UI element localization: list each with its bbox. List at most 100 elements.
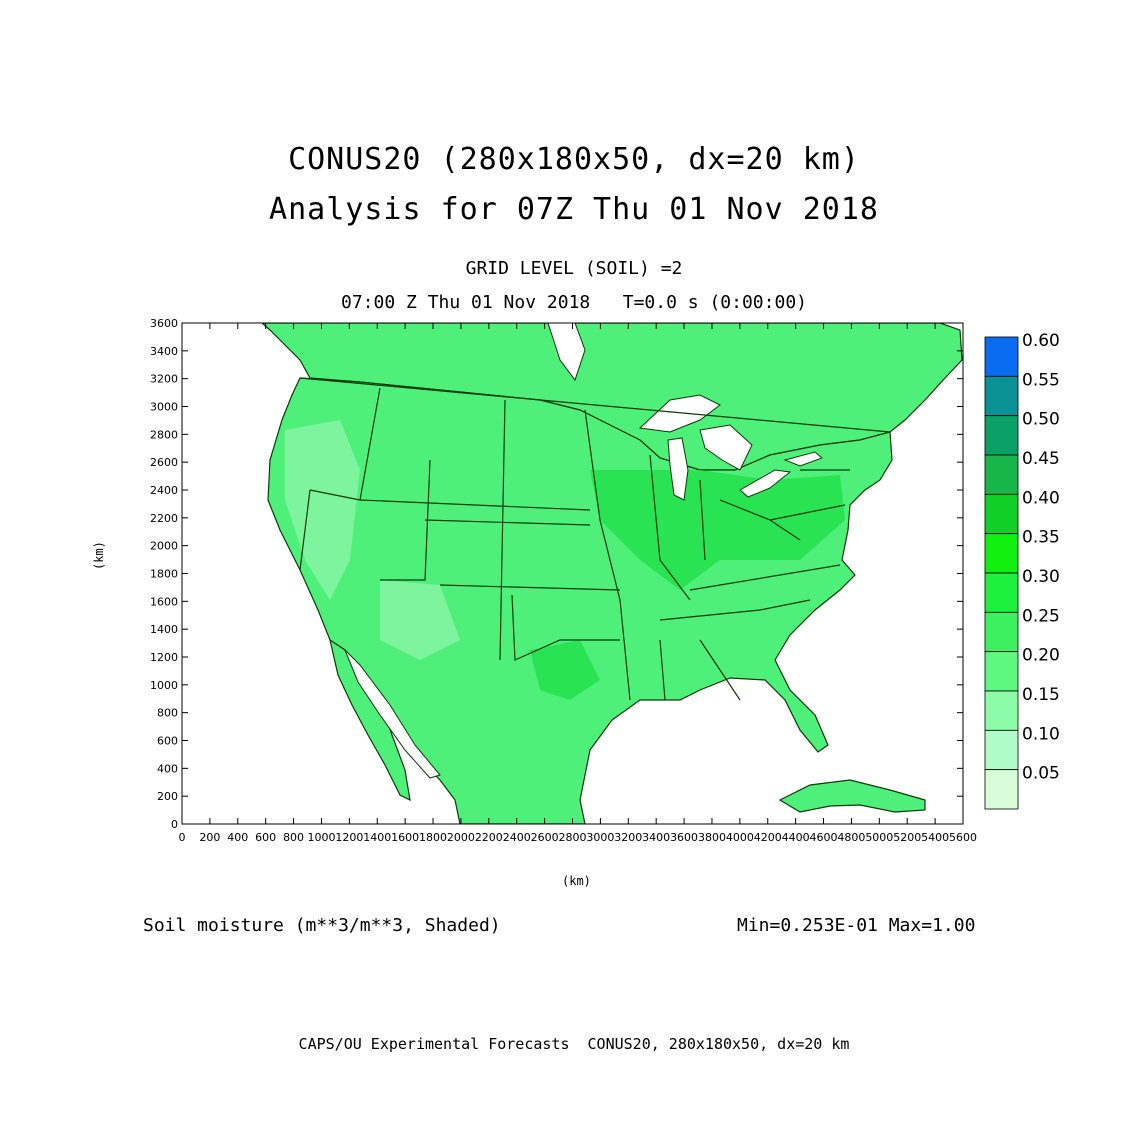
y-tick-label: 0: [171, 818, 178, 831]
footer-credit: CAPS/OU Experimental Forecasts CONUS20, …: [298, 1035, 850, 1053]
y-tick-label: 3400: [150, 345, 178, 358]
x-tick-label: 2400: [503, 831, 531, 844]
y-axis: 0 200 400 600 800 1000 1200 1400 1600 1800 2000 220…: [150, 317, 963, 831]
x-tick-label: 1200: [335, 831, 363, 844]
legend-swatch: [984, 533, 1019, 574]
state-border-line: [499, 399, 506, 661]
lake-michigan: [667, 437, 689, 501]
x-tick-label: 3600: [670, 831, 698, 844]
x-tick-label: 3200: [614, 831, 642, 844]
x-tick-label: 3400: [642, 831, 670, 844]
y-tick-label: 1000: [150, 679, 178, 692]
legend-swatch: [984, 572, 1019, 613]
lake-superior: [638, 394, 721, 433]
y-axis-label: (km): [92, 541, 106, 570]
gulf-of-california: [344, 649, 441, 779]
x-tick-label: 2800: [559, 831, 587, 844]
legend-swatch: [984, 611, 1019, 653]
map-field: [261, 323, 963, 824]
x-tick-label: 5200: [893, 831, 921, 844]
legend-level-label: 0.20: [1022, 646, 1060, 666]
y-tick-label: 1600: [150, 595, 178, 608]
legend-swatch: [984, 729, 1019, 771]
y-tick-label: 2600: [150, 456, 178, 469]
hudson-bay-edge: [547, 323, 586, 382]
state-border-line: [424, 519, 591, 526]
x-tick-label: 5000: [865, 831, 893, 844]
state-border-line: [380, 459, 431, 581]
x-axis: 0 200 400 600 800 1000 1200 1400 1600 1800 2000 220…: [179, 323, 977, 844]
legend-level-label: 0.40: [1022, 488, 1060, 508]
y-tick-label: 1200: [150, 651, 178, 664]
x-tick-label: 1800: [419, 831, 447, 844]
x-tick-label: 5600: [949, 831, 977, 844]
legend-level-label: 0.50: [1022, 410, 1060, 430]
x-tick-label: 4200: [754, 831, 782, 844]
y-tick-label: 2200: [150, 512, 178, 525]
x-tick-label: 2600: [531, 831, 559, 844]
state-border-line: [439, 584, 621, 591]
lake-huron: [699, 424, 753, 471]
legend-swatch: [984, 415, 1019, 456]
x-tick-label: 400: [227, 831, 248, 844]
cuba-island: [778, 779, 926, 813]
x-tick-label: 4600: [810, 831, 838, 844]
y-tick-label: 400: [157, 762, 178, 775]
legend-level-label: 0.55: [1022, 370, 1060, 390]
chart-title-line2: Analysis for 07Z Thu 01 Nov 2018: [269, 192, 879, 227]
legend-level-label: 0.60: [1022, 331, 1060, 351]
state-border-line: [769, 504, 846, 521]
legend-level-label: 0.35: [1022, 528, 1060, 548]
state-border-line: [299, 489, 311, 571]
legend-swatch: [984, 651, 1019, 692]
x-tick-label: 4400: [782, 831, 810, 844]
legend-swatch: [984, 690, 1019, 731]
legend-level-label: 0.05: [1022, 764, 1060, 784]
x-axis-label: (km): [562, 874, 591, 888]
y-tick-label: 2800: [150, 428, 178, 441]
legend-level-label: 0.25: [1022, 606, 1060, 626]
x-tick-label: 1400: [363, 831, 391, 844]
legend-level-label: 0.15: [1022, 685, 1060, 705]
y-tick-label: 600: [157, 735, 178, 748]
x-tick-label: 600: [255, 831, 276, 844]
legend-swatch: [984, 769, 1019, 810]
variable-label: Soil moisture (m**3/m**3, Shaded): [143, 915, 501, 936]
legend-swatch: [984, 336, 1019, 377]
state-border-line: [584, 409, 631, 701]
x-tick-label: 0: [179, 831, 186, 844]
x-tick-label: 1000: [307, 831, 335, 844]
state-border-line: [699, 479, 706, 561]
lake-ontario: [783, 451, 823, 467]
chart-subtitle-time: 07:00 Z Thu 01 Nov 2018 T=0.0 s (0:00:00…: [341, 292, 807, 313]
x-tick-label: 3000: [586, 831, 614, 844]
legend-swatch: [984, 493, 1019, 535]
x-tick-label: 5400: [921, 831, 949, 844]
legend-level-label: 0.45: [1022, 449, 1060, 469]
lake-erie: [739, 469, 792, 498]
legend-swatch: [984, 375, 1019, 417]
y-tick-label: 2000: [150, 540, 178, 553]
x-tick-label: 1600: [391, 831, 419, 844]
state-border-line: [359, 499, 591, 511]
x-tick-label: 3800: [698, 831, 726, 844]
x-tick-label: 2200: [475, 831, 503, 844]
dry-region-west: [285, 420, 360, 600]
y-tick-label: 3200: [150, 373, 178, 386]
state-border-line: [649, 454, 691, 601]
y-tick-label: 2400: [150, 484, 178, 497]
legend-swatch: [984, 454, 1019, 495]
y-tick-label: 800: [157, 707, 178, 720]
x-tick-label: 2000: [447, 831, 475, 844]
state-border-line: [659, 639, 666, 701]
state-border-line: [699, 639, 741, 701]
state-border-line: [659, 599, 811, 621]
x-tick-label: 800: [283, 831, 304, 844]
legend-level-label: 0.10: [1022, 724, 1060, 744]
min-max-label: Min=0.253E-01 Max=1.00: [737, 915, 976, 936]
y-tick-label: 200: [157, 790, 178, 803]
x-tick-label: 4800: [837, 831, 865, 844]
state-border-line: [299, 377, 891, 433]
color-legend: 0.60 0.55 0.50 0.45 0.40 0.35 0.30 0.25 0.20 0.15…: [984, 331, 1060, 810]
